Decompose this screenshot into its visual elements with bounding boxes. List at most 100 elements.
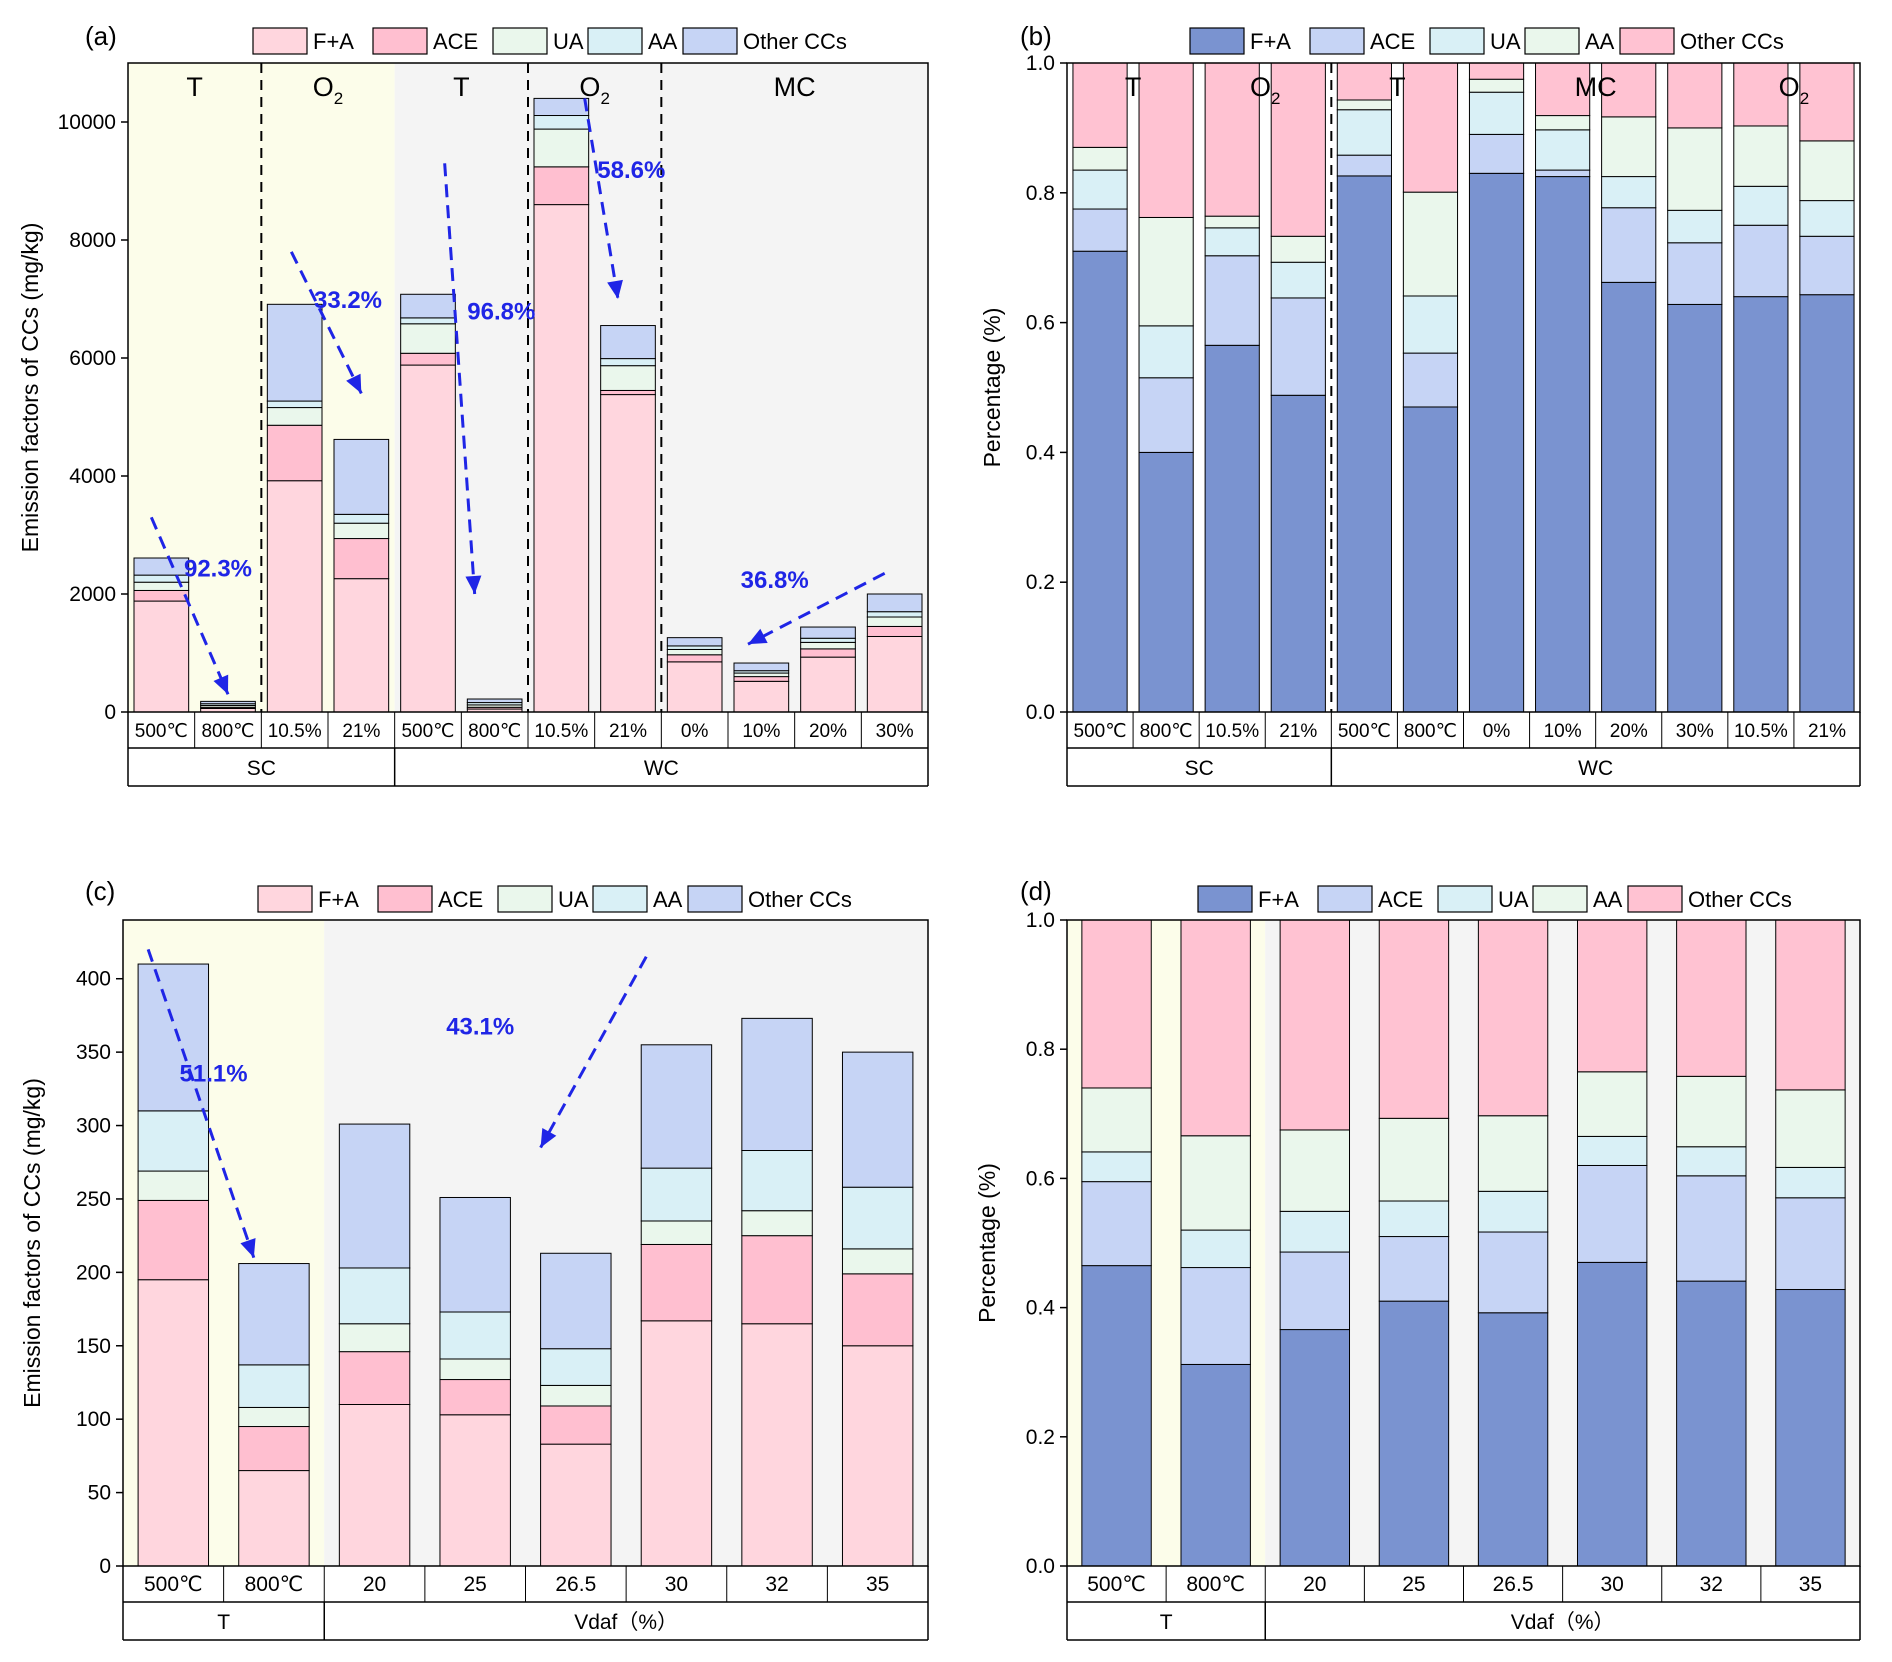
legend-label: ACE bbox=[1378, 887, 1423, 912]
category-label: 10% bbox=[1544, 721, 1582, 742]
y-tick-label: 250 bbox=[76, 1188, 111, 1211]
bar-aa bbox=[1799, 140, 1855, 202]
bar-other-ccs bbox=[1477, 919, 1549, 1117]
legend-label: F+A bbox=[1258, 887, 1299, 912]
bar-other-ccs bbox=[533, 97, 590, 117]
bar-other-ccs bbox=[1576, 919, 1648, 1073]
bar-other-ccs bbox=[800, 626, 856, 639]
bar-ace bbox=[1477, 1231, 1549, 1314]
y-axis-label: Emission factors of CCs (mg/kg) bbox=[19, 1078, 45, 1408]
bar-ua bbox=[137, 1170, 210, 1201]
bar-ua bbox=[540, 1384, 612, 1407]
panel-d: (d) 0.0 0.2 0.4 0.6 0.8 1.0 Percentage (%) 500℃ 8… bbox=[974, 876, 1861, 1641]
bar-ace bbox=[1601, 207, 1657, 283]
bar-ace bbox=[533, 166, 590, 206]
bar-other-ccs bbox=[1775, 919, 1846, 1091]
y-tick-label: 0.0 bbox=[1026, 1555, 1055, 1578]
y-tick-label: 0.4 bbox=[1026, 1297, 1056, 1320]
bar-ace bbox=[238, 1426, 310, 1472]
category-label: 800℃ bbox=[1140, 721, 1193, 742]
category-label: 500℃ bbox=[144, 1573, 203, 1596]
region-label: MC bbox=[1575, 72, 1617, 102]
bar-aa bbox=[1072, 146, 1128, 171]
bar-aa bbox=[1601, 116, 1657, 178]
trend-arrow bbox=[146, 948, 256, 1259]
bar-f-a bbox=[741, 1323, 813, 1567]
bar-f-a bbox=[1081, 1265, 1152, 1567]
y-tick-label: 200 bbox=[76, 1261, 111, 1284]
bar-other-ccs bbox=[1378, 919, 1450, 1119]
bar-ua bbox=[1477, 1190, 1549, 1233]
legend-label: Other CCs bbox=[1688, 887, 1792, 912]
y-tick-label: 350 bbox=[76, 1041, 111, 1064]
category-label: 30 bbox=[1601, 1573, 1624, 1596]
bar-ua bbox=[800, 641, 856, 650]
y-tick-label: 0.4 bbox=[1026, 441, 1056, 464]
bar-ua bbox=[1775, 1166, 1846, 1199]
category-label: 30% bbox=[1676, 721, 1714, 742]
bar-other-ccs bbox=[133, 557, 190, 576]
bar-ua bbox=[533, 128, 590, 168]
region-label: O2 bbox=[1779, 72, 1809, 108]
legend-label: Other CCs bbox=[1680, 29, 1784, 54]
legend-swatch-aa bbox=[587, 27, 643, 55]
bar-ua bbox=[666, 648, 723, 656]
legend-label: AA bbox=[1585, 29, 1615, 54]
arrow-head bbox=[213, 674, 229, 695]
bar-aa bbox=[266, 400, 323, 409]
bar-ua bbox=[1204, 227, 1260, 257]
legend-label: AA bbox=[648, 29, 678, 54]
legend-swatch-other-ccs bbox=[1627, 885, 1683, 913]
group-label: WC bbox=[644, 757, 679, 780]
panel-a: (a) T O2 T O2 MC 92.3% 33.2% 96.8% 58.6% 36.8% 0 200… bbox=[17, 21, 929, 787]
bar-aa bbox=[666, 645, 723, 650]
y-tick-label: 0.2 bbox=[1026, 571, 1055, 594]
bar-f-a bbox=[640, 1320, 713, 1567]
y-tick-label: 0.0 bbox=[1026, 701, 1055, 724]
bar-aa bbox=[1204, 215, 1260, 229]
bar-f-a bbox=[1535, 176, 1591, 713]
bar-f-a bbox=[133, 600, 190, 713]
bar-ua bbox=[600, 365, 656, 391]
y-tick-label: 400 bbox=[76, 968, 111, 991]
category-label: 10.5% bbox=[1734, 721, 1788, 742]
bar-ua bbox=[741, 1210, 813, 1237]
bar-ace bbox=[133, 589, 190, 602]
y-tick-label: 300 bbox=[76, 1115, 111, 1138]
category-label: 500℃ bbox=[135, 721, 188, 742]
change-percentage: 51.1% bbox=[180, 1061, 248, 1088]
bar-f-a bbox=[1601, 281, 1657, 713]
legend-swatch-f-a bbox=[1197, 885, 1253, 913]
legend-label: ACE bbox=[433, 29, 478, 54]
bar-ua bbox=[841, 1248, 914, 1275]
background-region bbox=[324, 920, 928, 1566]
bar-other-ccs bbox=[1799, 62, 1855, 142]
bar-f-a bbox=[1468, 172, 1525, 713]
bar-ace bbox=[841, 1273, 914, 1347]
legend-label: UA bbox=[553, 29, 584, 54]
bar-aa bbox=[1576, 1071, 1648, 1137]
bar-other-ccs bbox=[733, 662, 790, 672]
bar-f-a bbox=[238, 1470, 310, 1567]
trend-arrow bbox=[289, 251, 363, 395]
category-label: 25 bbox=[1402, 1573, 1425, 1596]
bar-aa bbox=[1535, 115, 1591, 131]
region-label: T bbox=[1125, 72, 1142, 102]
bar-f-a bbox=[338, 1404, 411, 1567]
y-tick-label: 1.0 bbox=[1026, 909, 1055, 932]
bar-other-ccs bbox=[1138, 62, 1194, 218]
region-label: T bbox=[453, 72, 470, 102]
bar-ace bbox=[1402, 352, 1459, 408]
bar-f-a bbox=[400, 364, 456, 713]
y-axis-label: Percentage (%) bbox=[974, 1163, 1000, 1323]
bar-other-ccs bbox=[466, 698, 523, 704]
category-label: 500℃ bbox=[1338, 721, 1391, 742]
legend-label: Other CCs bbox=[748, 887, 852, 912]
bar-other-ccs bbox=[137, 963, 210, 1112]
bar-ua bbox=[1138, 325, 1194, 379]
panel-b: (b) T O2 T MC O2 0.0 0.2 0.4 0.6 0.8 1.0 Percentage … bbox=[979, 21, 1861, 787]
y-tick-label: 0.6 bbox=[1026, 1167, 1055, 1190]
bar-ua bbox=[1601, 176, 1657, 209]
bar-aa bbox=[1402, 191, 1459, 297]
